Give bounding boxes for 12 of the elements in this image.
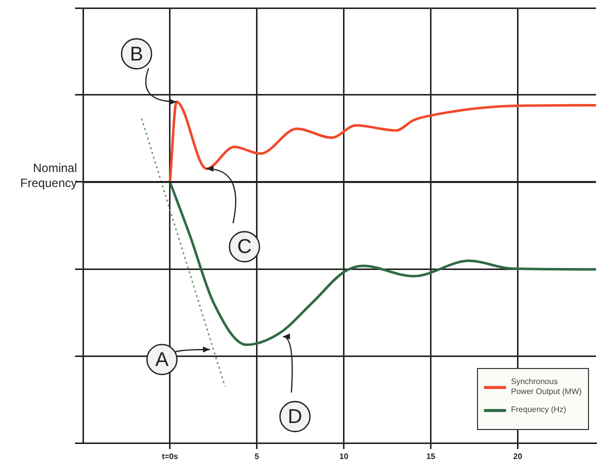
- x-tick-label: 20: [513, 452, 523, 462]
- x-tick-label: t=0s: [162, 452, 179, 462]
- annotation: C: [237, 236, 252, 258]
- legend-label: Synchronous Power Output (MW): [511, 377, 582, 397]
- annotation: A: [155, 349, 170, 372]
- x-tick-label: 15: [426, 452, 436, 462]
- annotation: D: [288, 406, 302, 428]
- x-tick-label: 10: [339, 452, 349, 462]
- annotation: B: [130, 43, 144, 66]
- x-tick-label: 5: [254, 452, 260, 462]
- legend-label: Frequency (Hz): [511, 405, 566, 415]
- ref-line-label: Nominal Frequency: [20, 161, 77, 190]
